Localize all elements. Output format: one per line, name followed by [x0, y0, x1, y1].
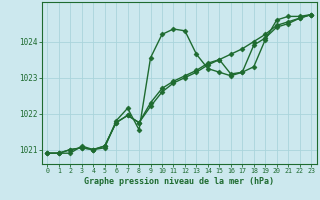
X-axis label: Graphe pression niveau de la mer (hPa): Graphe pression niveau de la mer (hPa) — [84, 177, 274, 186]
